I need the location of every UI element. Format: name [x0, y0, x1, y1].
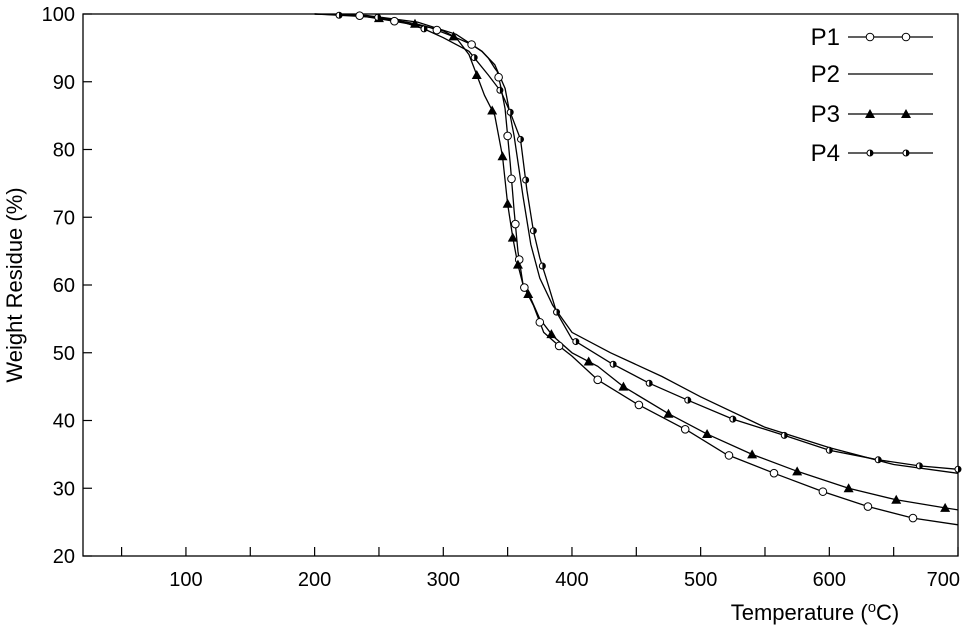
point-p1	[432, 25, 442, 35]
legend-marker-p4	[866, 149, 874, 157]
legend-marker-p1	[865, 32, 875, 42]
point-p4	[553, 308, 561, 316]
y-tick-label: 40	[53, 411, 75, 433]
plot-frame	[82, 13, 959, 557]
point-p4	[335, 11, 343, 19]
point-p3	[843, 483, 854, 493]
point-p3	[940, 502, 951, 512]
x-tick-label: 500	[684, 569, 717, 591]
point-p4	[954, 465, 962, 473]
point-p3	[448, 31, 459, 41]
legend-label-p2: P2	[811, 61, 840, 88]
legend-marker-p3	[865, 109, 875, 118]
y-axis-title: Weight Residue (%)	[2, 187, 27, 382]
series-lines	[314, 13, 959, 526]
point-p1	[908, 513, 918, 523]
series-line-p3	[314, 13, 959, 511]
point-p4	[684, 396, 692, 404]
point-p1	[634, 400, 644, 410]
point-p4	[374, 13, 382, 21]
point-p3	[502, 198, 513, 208]
point-p3	[891, 494, 902, 504]
point-p3	[523, 289, 534, 299]
series-markers	[335, 11, 962, 523]
point-p3	[507, 232, 518, 242]
point-p4	[572, 338, 580, 346]
y-tick-label: 30	[53, 478, 75, 500]
axes	[82, 13, 959, 557]
point-p1	[355, 11, 364, 20]
point-p1	[680, 425, 690, 434]
legend-label-p1: P1	[811, 24, 840, 51]
point-p1	[494, 72, 503, 82]
axis-ticks: 20 30 40 50 60 70 80 90 100 100 200 300 400 500 600 700	[42, 4, 960, 591]
point-p3	[583, 356, 594, 366]
point-p4	[645, 379, 653, 387]
x-tick-label: 700	[927, 569, 960, 591]
point-p3	[546, 329, 557, 339]
point-p4	[538, 262, 546, 270]
series-line-p2	[314, 13, 959, 474]
point-p3	[487, 105, 498, 115]
point-p4	[506, 108, 514, 116]
point-p1	[503, 131, 512, 141]
legend-label-p3: P3	[811, 101, 840, 128]
y-tick-label: 80	[53, 140, 75, 162]
point-p3	[663, 408, 674, 418]
x-tick-label: 300	[427, 569, 460, 591]
x-tick-label: 600	[813, 569, 846, 591]
point-p4	[825, 446, 833, 454]
point-p4	[517, 135, 524, 143]
point-p4	[729, 415, 737, 423]
point-p4	[780, 431, 788, 439]
point-p3	[471, 69, 482, 79]
point-p1	[818, 487, 828, 496]
point-p4	[522, 176, 530, 184]
point-p3	[618, 381, 629, 391]
x-tick-label: 100	[169, 569, 202, 591]
series-line-p1	[314, 13, 959, 526]
point-p1	[390, 16, 399, 26]
point-p4	[529, 227, 537, 235]
point-p4	[420, 25, 428, 33]
x-tick-label: 200	[298, 569, 331, 591]
point-p1	[724, 451, 734, 460]
point-p3	[409, 18, 420, 28]
legend-marker-p4	[902, 149, 910, 157]
y-tick-label: 60	[53, 275, 75, 297]
point-p4	[915, 462, 923, 470]
y-tick-label: 100	[42, 4, 75, 26]
point-p1	[520, 283, 529, 292]
point-p1	[467, 40, 476, 49]
point-p1	[535, 317, 545, 327]
point-p4	[874, 456, 882, 464]
point-p1	[511, 219, 520, 229]
y-tick-label: 50	[53, 343, 75, 365]
point-p1	[593, 375, 603, 385]
x-tick-label: 400	[555, 569, 588, 591]
legend-label-p4: P4	[811, 140, 840, 167]
legend: P1 P2 P3 P4	[811, 24, 933, 167]
y-tick-label: 20	[53, 546, 75, 568]
point-p3	[702, 429, 713, 439]
y-tick-label: 90	[53, 72, 75, 94]
legend-marker-p3	[901, 109, 911, 118]
point-p1	[507, 174, 516, 184]
point-p1	[769, 468, 779, 478]
x-axis-title: Temperature (oC)	[731, 599, 900, 626]
point-p1	[863, 502, 873, 511]
y-tick-label: 70	[53, 207, 75, 229]
point-p4	[609, 360, 617, 368]
point-p3	[792, 466, 803, 476]
point-p4	[470, 54, 478, 62]
point-p3	[512, 259, 523, 269]
point-p3	[747, 449, 758, 459]
point-p4	[496, 86, 504, 94]
series-line-p4	[314, 13, 959, 470]
point-p3	[497, 151, 508, 161]
legend-marker-p1	[901, 32, 911, 42]
point-p1	[554, 341, 564, 351]
